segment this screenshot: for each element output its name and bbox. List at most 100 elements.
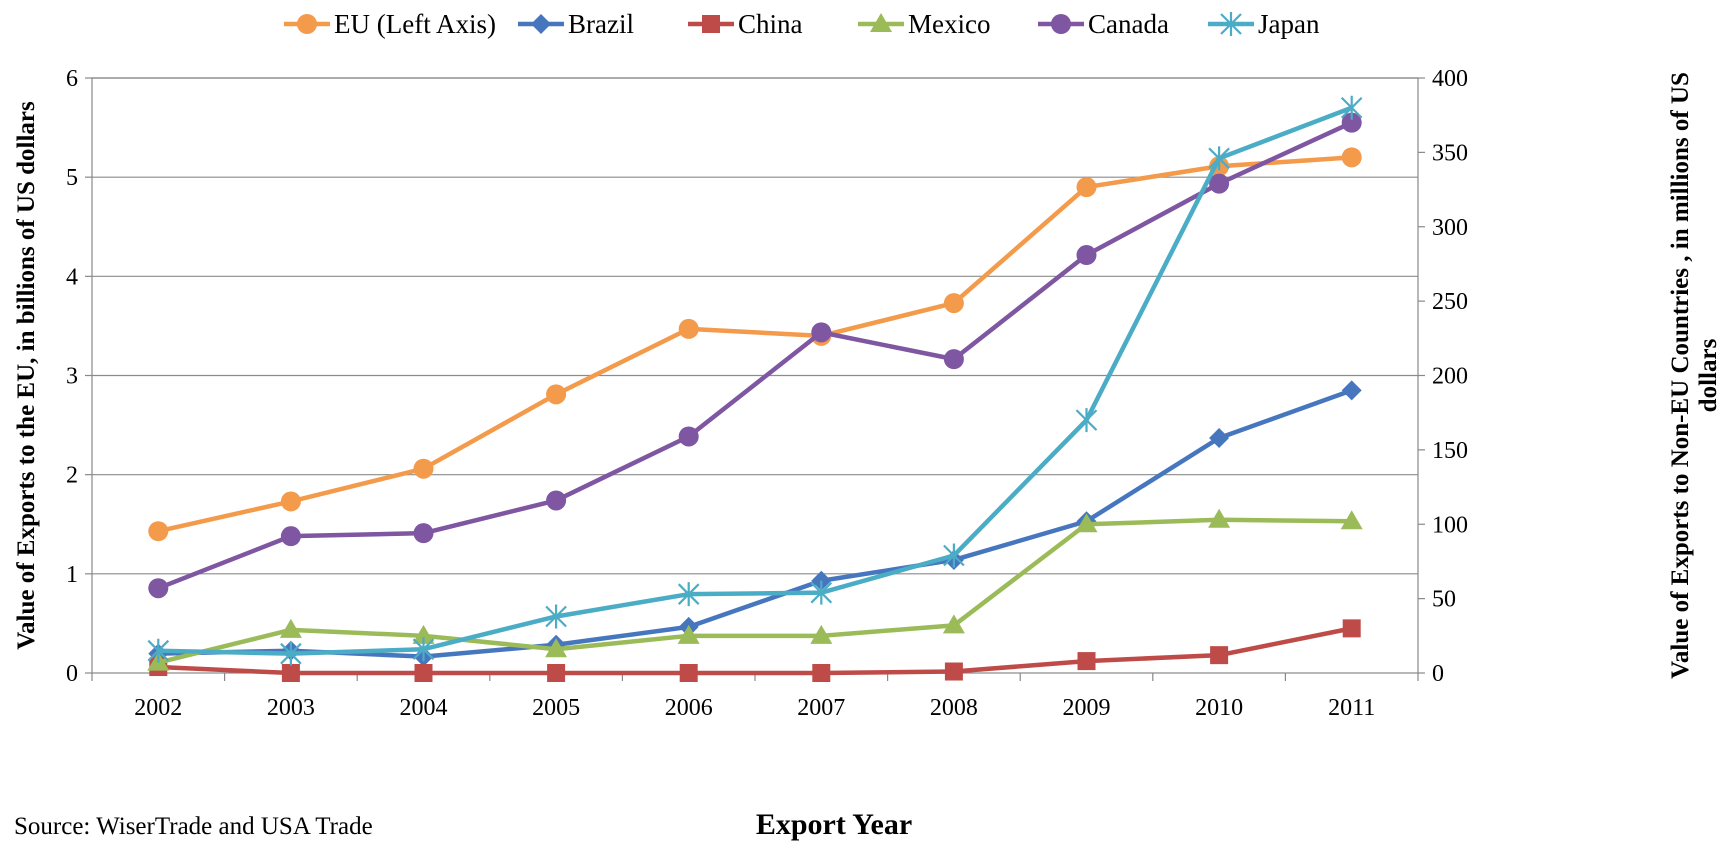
series-line-canada bbox=[157, 120, 1353, 591]
y-right-tick-label: 250 bbox=[1432, 289, 1468, 315]
data-point-japan bbox=[147, 638, 170, 663]
legend-item-eu-left-axis: EU (Left Axis) bbox=[284, 9, 496, 39]
legend-item-china: China bbox=[688, 9, 803, 39]
data-point-japan bbox=[412, 637, 435, 662]
series-line-china bbox=[158, 626, 1353, 676]
data-point-japan bbox=[545, 604, 567, 629]
y-left-tick-label: 0 bbox=[66, 661, 78, 687]
data-point-japan bbox=[943, 543, 965, 568]
x-tick-label: 2005 bbox=[532, 695, 580, 721]
data-point-mexico bbox=[1208, 508, 1231, 528]
y-axis-left-title: Value of Exports to the EU, in billions … bbox=[13, 101, 40, 650]
series-mexico bbox=[147, 508, 1363, 671]
legend-label: Brazil bbox=[568, 9, 634, 39]
y-right-tick-label: 350 bbox=[1432, 140, 1468, 166]
legend-label: Japan bbox=[1258, 9, 1320, 39]
y-right-tick-label: 200 bbox=[1432, 364, 1468, 390]
source-note: Source: WiserTrade and USA Trade bbox=[14, 813, 373, 840]
data-point-mexico bbox=[942, 614, 965, 634]
y-left-tick-label: 6 bbox=[66, 66, 78, 92]
x-tick-label: 2010 bbox=[1195, 695, 1243, 721]
y-right-tick-label: 0 bbox=[1432, 661, 1444, 687]
data-point-china bbox=[679, 664, 698, 682]
data-point-eu-left-axis bbox=[280, 491, 301, 512]
y-right-tick-label: 300 bbox=[1432, 215, 1468, 241]
data-point-brazil bbox=[1209, 427, 1230, 448]
y-left-tick-label: 3 bbox=[66, 364, 78, 390]
data-point-canada bbox=[546, 490, 567, 511]
data-point-canada bbox=[811, 322, 832, 343]
data-point-china bbox=[1342, 619, 1361, 638]
data-point-canada bbox=[943, 349, 964, 370]
data-point-china bbox=[414, 664, 433, 682]
series-line-eu-left-axis bbox=[157, 155, 1352, 534]
legend-item-japan: Japan bbox=[1208, 9, 1320, 39]
axes: 0 1 2 3 4 5 6 0 50 100 150 200 250 300 350 400 2002 2003 2… bbox=[66, 66, 1468, 721]
y-right-tick-label: 400 bbox=[1432, 66, 1468, 92]
data-point-eu-left-axis bbox=[1341, 147, 1362, 168]
x-tick-label: 2009 bbox=[1063, 695, 1111, 721]
x-tick-label: 2007 bbox=[797, 695, 845, 721]
x-tick-label: 2002 bbox=[134, 695, 182, 721]
data-point-japan bbox=[1208, 146, 1230, 171]
data-point-brazil bbox=[1341, 380, 1362, 401]
legend-item-brazil: Brazil bbox=[518, 9, 634, 39]
series-japan bbox=[147, 95, 1363, 666]
legend-label: China bbox=[738, 9, 803, 39]
legend-marker bbox=[870, 13, 892, 32]
data-point-eu-left-axis bbox=[413, 458, 434, 479]
y-axis-right-title-line2: dollars bbox=[1695, 338, 1722, 412]
data-point-eu-left-axis bbox=[148, 521, 169, 542]
legend-item-canada: Canada bbox=[1038, 9, 1169, 39]
data-point-mexico bbox=[545, 638, 568, 658]
legend-marker bbox=[1051, 14, 1071, 34]
series-line-japan bbox=[158, 105, 1353, 656]
data-point-canada bbox=[280, 526, 301, 547]
x-tick-label: 2003 bbox=[267, 695, 315, 721]
x-tick-label: 2006 bbox=[665, 695, 713, 721]
data-point-mexico bbox=[677, 624, 700, 644]
legend-label: Mexico bbox=[908, 9, 990, 39]
series-line-mexico bbox=[157, 517, 1352, 665]
data-point-canada bbox=[1341, 112, 1362, 133]
data-point-china bbox=[547, 664, 566, 682]
y-left-tick-label: 4 bbox=[66, 264, 78, 290]
x-tick-label: 2011 bbox=[1328, 695, 1375, 721]
series-canada bbox=[148, 112, 1362, 599]
legend-marker bbox=[702, 15, 720, 33]
data-point-china bbox=[1077, 652, 1096, 671]
series-layer bbox=[147, 95, 1363, 682]
legend: EU (Left Axis) Brazil China Mexico Canada Jap… bbox=[284, 9, 1320, 39]
data-point-japan bbox=[1340, 95, 1363, 120]
y-axis-right-title-line1: Value of Exports to Non-EU Countries , i… bbox=[1667, 72, 1694, 679]
data-point-japan bbox=[280, 641, 302, 666]
data-point-japan bbox=[810, 580, 833, 605]
y-left-tick-label: 1 bbox=[66, 562, 78, 588]
data-point-china bbox=[1210, 646, 1229, 665]
data-point-eu-left-axis bbox=[943, 293, 964, 314]
legend-marker bbox=[1220, 12, 1242, 36]
gridlines bbox=[92, 77, 1418, 575]
y-left-tick-label: 2 bbox=[66, 463, 78, 489]
data-point-japan bbox=[677, 582, 700, 607]
legend-label: EU (Left Axis) bbox=[334, 9, 496, 39]
data-point-canada bbox=[148, 578, 169, 599]
y-left-tick-label: 5 bbox=[66, 165, 78, 191]
data-point-canada bbox=[1076, 245, 1097, 266]
series-brazil bbox=[148, 380, 1362, 667]
data-point-china bbox=[281, 664, 300, 682]
x-tick-label: 2004 bbox=[400, 695, 448, 721]
data-point-mexico bbox=[1075, 513, 1098, 533]
data-point-canada bbox=[1209, 173, 1230, 194]
x-tick-label: 2008 bbox=[930, 695, 978, 721]
x-axis-title: Export Year bbox=[756, 808, 912, 841]
y-right-tick-label: 50 bbox=[1432, 587, 1456, 613]
data-point-canada bbox=[678, 426, 699, 447]
legend-label: Canada bbox=[1088, 9, 1169, 39]
data-point-eu-left-axis bbox=[1076, 177, 1097, 198]
data-point-eu-left-axis bbox=[678, 318, 699, 339]
data-point-mexico bbox=[412, 624, 435, 644]
data-point-canada bbox=[413, 523, 434, 544]
data-point-japan bbox=[1075, 408, 1098, 433]
